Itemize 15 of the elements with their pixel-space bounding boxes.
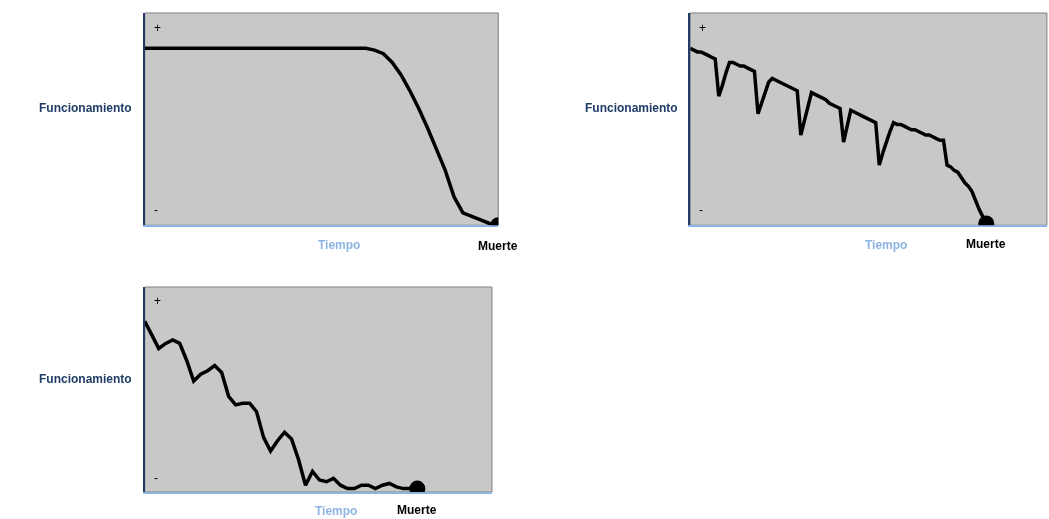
y-axis-title: Funcionamiento [39,372,132,386]
annotation: - [154,203,158,217]
text: Muerte [478,239,518,253]
text: + [699,21,707,35]
x-axis-title: Tiempo [315,504,358,518]
x-axis-title: Tiempo [865,238,908,252]
text: Muerte [966,237,1006,251]
annotation: - [699,203,703,217]
y-axis-title: Funcionamiento [39,101,132,115]
y-axis-title: Funcionamiento [585,101,678,115]
text: + [154,21,162,35]
annotation: - [154,471,158,485]
x-axis-title: Tiempo [318,238,361,252]
text: Muerte [397,503,437,517]
text: + [154,294,162,308]
